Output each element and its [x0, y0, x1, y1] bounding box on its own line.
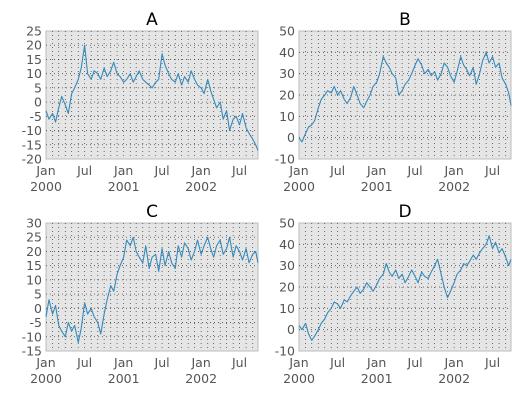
x-tick-year-label: 2001 — [361, 371, 393, 386]
y-tick-label: -5 — [30, 109, 42, 124]
y-tick-label: 15 — [26, 258, 42, 273]
x-tick-label: Jan — [443, 355, 463, 370]
series-line — [298, 51, 512, 143]
series-line — [298, 235, 512, 341]
y-tick-label: 25 — [26, 24, 42, 39]
y-tick-label: 30 — [279, 66, 295, 81]
subplot-title: D — [398, 202, 411, 222]
x-tick-label: Jul — [407, 163, 423, 178]
y-tick-label: 50 — [279, 216, 295, 231]
y-tick-label: -20 — [22, 152, 42, 167]
x-tick-year-label: 2000 — [30, 371, 62, 386]
series-line — [45, 44, 259, 151]
x-tick-label: Jan — [35, 355, 55, 370]
x-tick-label: Jul — [154, 355, 170, 370]
y-tick-label: -15 — [22, 137, 42, 152]
y-tick-label: 20 — [279, 280, 295, 295]
x-tick-label: Jan — [113, 355, 133, 370]
x-tick-label: Jul — [484, 163, 500, 178]
y-tick-label: 5 — [34, 80, 42, 95]
y-tick-label: 10 — [279, 301, 295, 316]
x-tick-label: Jul — [76, 355, 92, 370]
x-tick-year-label: 2000 — [30, 179, 62, 194]
x-tick-year-label: 2001 — [108, 371, 140, 386]
x-tick-year-label: 2002 — [438, 371, 470, 386]
x-tick-label: Jul — [484, 355, 500, 370]
subplot-title: A — [146, 10, 158, 30]
x-tick-label: Jan — [288, 355, 308, 370]
x-tick-year-label: 2002 — [185, 179, 217, 194]
y-tick-label: 10 — [279, 109, 295, 124]
x-tick-label: Jan — [366, 163, 386, 178]
x-tick-label: Jan — [113, 163, 133, 178]
y-tick-label: 0 — [287, 322, 295, 337]
y-tick-label: 30 — [26, 216, 42, 231]
x-tick-year-label: 2002 — [185, 371, 217, 386]
y-tick-label: -5 — [30, 315, 42, 330]
y-tick-label: 0 — [287, 130, 295, 145]
x-tick-label: Jan — [190, 163, 210, 178]
x-tick-label: Jan — [443, 163, 463, 178]
series-line — [45, 236, 259, 344]
x-tick-label: Jul — [76, 163, 92, 178]
x-tick-label: Jan — [190, 355, 210, 370]
y-tick-label: 40 — [279, 237, 295, 252]
y-tick-label: 25 — [26, 230, 42, 245]
x-tick-label: Jan — [35, 163, 55, 178]
x-tick-label: Jul — [329, 163, 345, 178]
x-tick-label: Jul — [407, 355, 423, 370]
x-tick-label: Jul — [154, 163, 170, 178]
y-tick-label: 10 — [26, 66, 42, 81]
x-tick-label: Jul — [231, 355, 247, 370]
y-tick-label: 20 — [26, 244, 42, 259]
y-tick-label: 0 — [34, 301, 42, 316]
x-tick-year-label: 2001 — [108, 179, 140, 194]
y-tick-label: 50 — [279, 24, 295, 39]
y-tick-label: -15 — [22, 344, 42, 359]
x-tick-year-label: 2001 — [361, 179, 393, 194]
subplot-title: C — [146, 202, 158, 222]
x-tick-year-label: 2000 — [283, 371, 315, 386]
y-tick-label: 5 — [34, 287, 42, 302]
subplot-title: B — [399, 10, 411, 30]
y-tick-label: -10 — [22, 123, 42, 138]
x-tick-year-label: 2002 — [438, 179, 470, 194]
y-tick-label: 10 — [26, 272, 42, 287]
plot-area — [45, 30, 259, 160]
x-tick-label: Jul — [329, 355, 345, 370]
x-tick-label: Jan — [288, 163, 308, 178]
y-tick-label: 20 — [26, 38, 42, 53]
y-tick-label: 20 — [279, 88, 295, 103]
y-tick-label: 0 — [34, 95, 42, 110]
y-tick-label: 40 — [279, 45, 295, 60]
x-tick-label: Jul — [231, 163, 247, 178]
x-tick-year-label: 2000 — [283, 179, 315, 194]
y-tick-label: -10 — [22, 329, 42, 344]
y-tick-label: 30 — [279, 258, 295, 273]
y-tick-label: 15 — [26, 52, 42, 67]
y-tick-label: -10 — [275, 152, 295, 167]
x-tick-label: Jan — [366, 355, 386, 370]
y-tick-label: -10 — [275, 344, 295, 359]
